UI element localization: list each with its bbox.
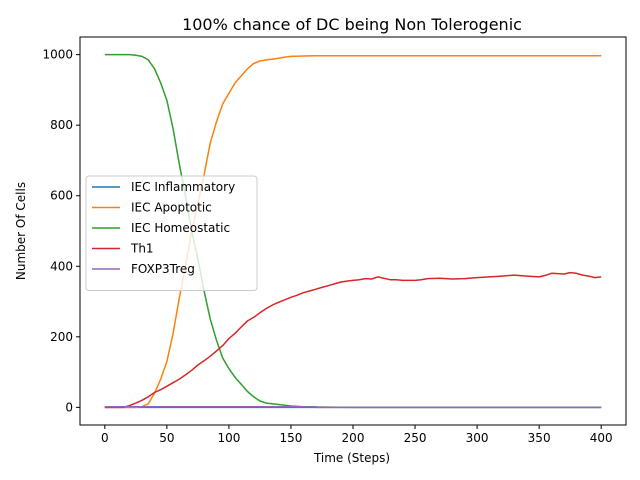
y-axis: 0 200 400 600 800 1000 (42, 48, 80, 414)
x-tick-label: 0 (101, 431, 109, 445)
legend-label: Th1 (130, 242, 154, 256)
series-line-th1 (104, 271, 602, 409)
legend: IEC Inflammatory IEC Apoptotic IEC Homeost… (85, 175, 258, 291)
x-axis: 0 50 100 150 200 250 300 350 400 (101, 425, 613, 445)
x-tick-label: 400 (590, 431, 613, 445)
x-tick-label: 200 (342, 431, 365, 445)
x-tick-label: 350 (528, 431, 551, 445)
x-tick-label: 150 (280, 431, 303, 445)
x-tick-label: 50 (159, 431, 174, 445)
legend-label: IEC Inflammatory (131, 180, 235, 194)
chart-title: 100% chance of DC being Non Tolerogenic (182, 15, 522, 34)
y-tick-label: 600 (50, 189, 73, 203)
x-tick-label: 300 (466, 431, 489, 445)
series-line-iec-apoptotic (104, 54, 602, 409)
legend-label: IEC Homeostatic (131, 221, 230, 235)
x-axis-label: Time (Steps) (313, 451, 390, 465)
x-tick-label: 250 (404, 431, 427, 445)
x-tick-label: 100 (217, 431, 240, 445)
series-line-foxp3treg (104, 405, 602, 409)
y-axis-label: Number Of Cells (14, 182, 28, 280)
y-tick-label: 400 (50, 259, 73, 273)
series-layer (104, 53, 602, 409)
legend-label: IEC Apoptotic (131, 201, 212, 215)
legend-label: FOXP3Treg (131, 262, 195, 276)
y-tick-label: 0 (65, 400, 73, 414)
y-tick-label: 200 (50, 330, 73, 344)
y-tick-label: 800 (50, 118, 73, 132)
legend-frame (85, 175, 258, 291)
y-tick-label: 1000 (42, 48, 73, 62)
